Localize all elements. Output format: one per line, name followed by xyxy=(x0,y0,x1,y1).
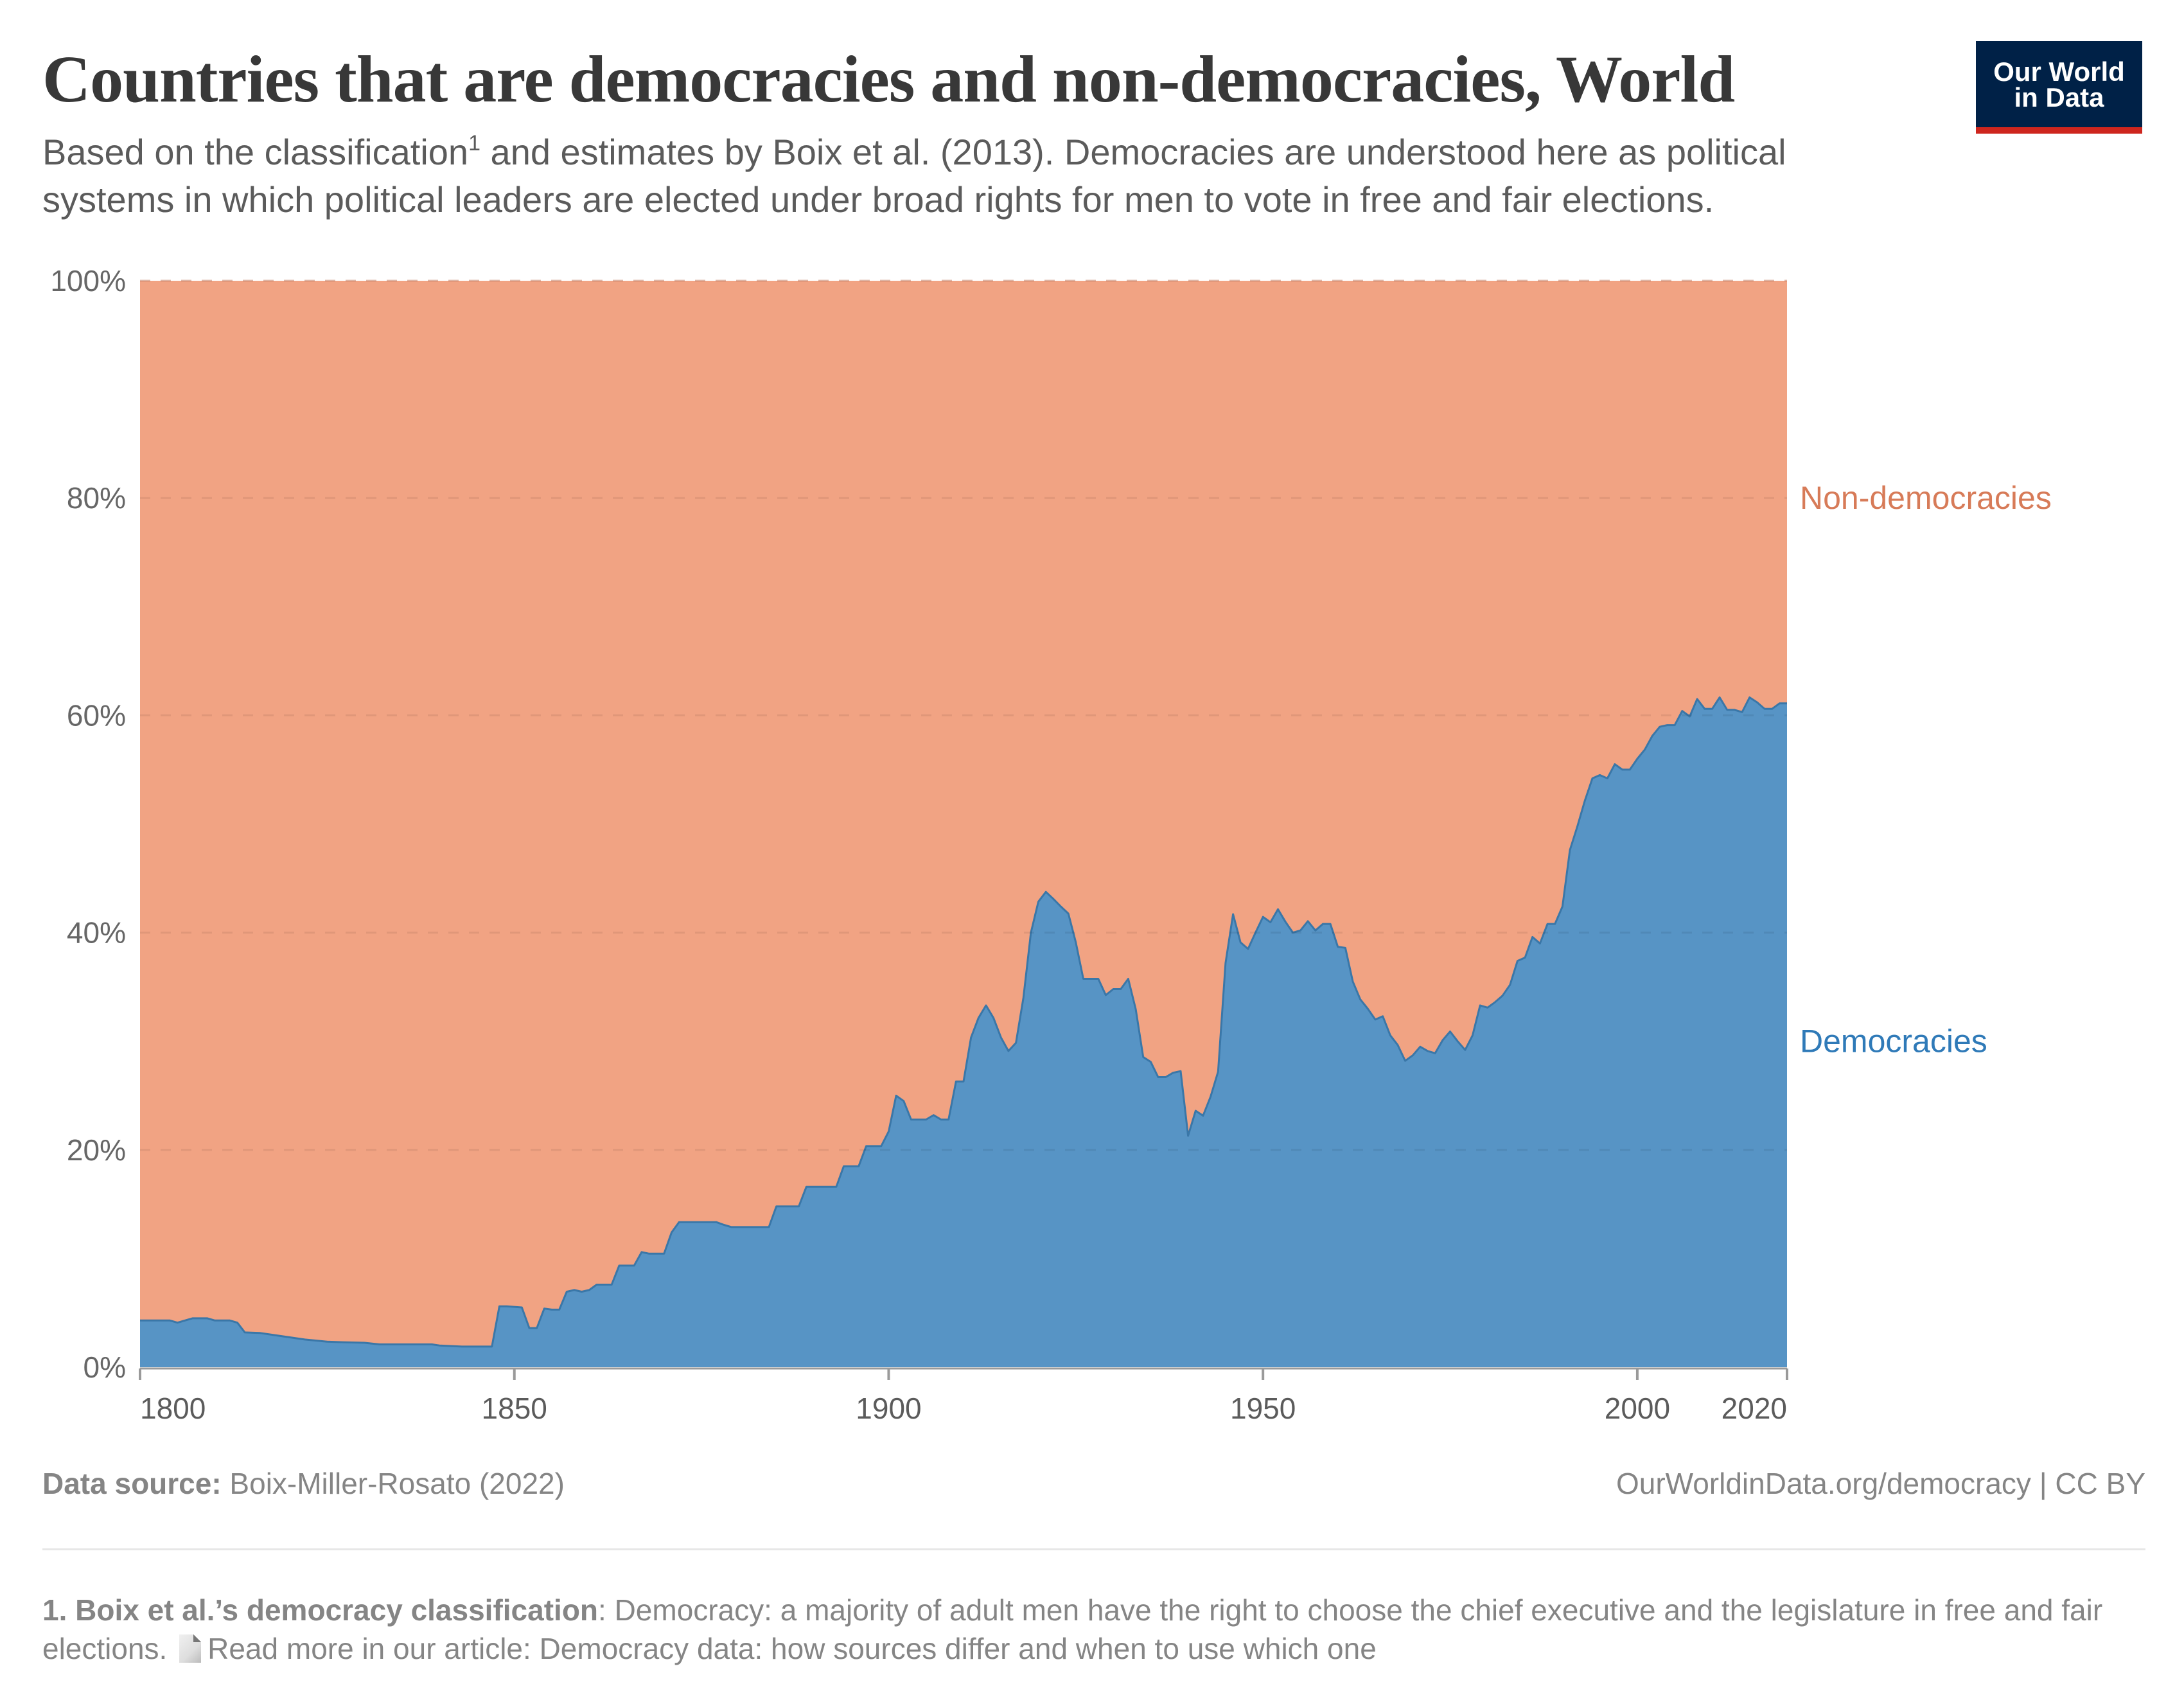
legend-label-democracies[interactable]: Democracies xyxy=(1800,1023,1987,1059)
footnote-text: : Democracy: a majority of adult men hav… xyxy=(42,1593,2103,1665)
x-tick-label: 1800 xyxy=(140,1392,206,1425)
footnote: 1. Boix et al.’s democracy classificatio… xyxy=(42,1591,2149,1668)
owid-logo[interactable]: Our World in Data xyxy=(1976,41,2142,134)
y-tick-label: 80% xyxy=(67,481,126,515)
chart-subtitle: Based on the classification1 and estimat… xyxy=(42,128,1905,224)
democracies-area[interactable] xyxy=(140,697,1787,1368)
y-tick-label: 100% xyxy=(50,264,126,297)
license-link[interactable]: OurWorldinData.org/democracy | CC BY xyxy=(1616,1467,2145,1500)
stacked-area-chart: 0% 20% 40% 60% 80% 100% 1800 1850 1900 1950 2000 2… xyxy=(50,264,2052,1425)
y-tick-label: 20% xyxy=(67,1133,126,1167)
logo-line-1: Our World xyxy=(1993,57,2125,87)
footnote-label: 1. Boix et al.’s democracy classificatio… xyxy=(42,1593,599,1627)
y-tick-label: 0% xyxy=(84,1350,126,1384)
y-tick-label: 40% xyxy=(67,916,126,950)
x-tick-label: 1850 xyxy=(482,1392,547,1425)
subtitle-text-1: Based on the classification xyxy=(42,132,469,172)
footnote-ref[interactable]: 1 xyxy=(468,131,480,155)
gridlines xyxy=(140,279,1787,1151)
footnote-article-link[interactable]: Read more in our article: Democracy data… xyxy=(207,1632,1377,1665)
logo-accent-bar xyxy=(1976,127,2142,134)
x-axis: 1800 1850 1900 1950 2000 2020 xyxy=(139,1367,1788,1425)
data-source-link[interactable]: Boix-Miller-Rosato (2022) xyxy=(221,1467,565,1500)
data-source: Data source: Boix-Miller-Rosato (2022) xyxy=(42,1466,565,1501)
footer-divider xyxy=(42,1548,2145,1550)
x-tick-label: 1950 xyxy=(1230,1392,1296,1425)
chart-title: Countries that are democracies and non-d… xyxy=(42,42,1735,116)
subtitle-text-2: and estimates by Boix et al. (2013). Dem… xyxy=(42,132,1786,220)
logo-line-2: in Data xyxy=(2014,82,2104,112)
data-source-label: Data source: xyxy=(42,1467,222,1500)
x-tick-label: 1900 xyxy=(856,1392,921,1425)
x-tick-label: 2020 xyxy=(1722,1392,1787,1425)
x-tick-label: 2000 xyxy=(1605,1392,1670,1425)
legend-label-nondemocracies[interactable]: Non-democracies xyxy=(1800,480,2052,516)
y-axis: 0% 20% 40% 60% 80% 100% xyxy=(50,264,126,1384)
document-icon xyxy=(179,1634,202,1663)
y-tick-label: 60% xyxy=(67,698,126,732)
democracies-boundary-line xyxy=(140,696,1787,1348)
area-layer xyxy=(140,281,1787,1367)
